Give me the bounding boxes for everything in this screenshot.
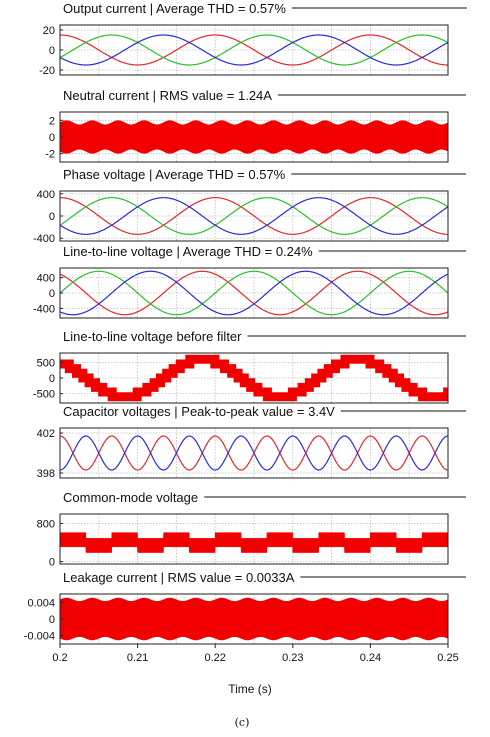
y-tick-label: 402 — [37, 428, 55, 440]
series-staircase — [60, 354, 448, 402]
panel-5: Line-to-line voltage before filter 500 0 -5… — [33, 329, 466, 404]
panel-7: Common-mode voltage 800 0 — [37, 490, 466, 569]
y-tick-label: -20 — [39, 65, 55, 77]
x-tick-label: 0.21 — [127, 652, 148, 664]
y-tick-label: -0.004 — [24, 631, 55, 643]
series-band — [60, 120, 448, 154]
y-tick-label: -500 — [33, 389, 55, 401]
y-tick-label: 0.004 — [27, 597, 55, 609]
y-tick-label: -2 — [45, 149, 55, 161]
panel-title: Capacitor voltages | Peak-to-peak value … — [63, 404, 335, 419]
series-band — [60, 597, 448, 641]
series-line-1 — [60, 197, 448, 235]
panel-6: Capacitor voltages | Peak-to-peak value … — [37, 404, 466, 480]
y-tick-label: 0 — [49, 45, 55, 57]
series-line-1 — [60, 34, 448, 66]
panel-title: Common-mode voltage — [63, 490, 198, 505]
series-line-2 — [60, 34, 448, 66]
panel-1: Output current | Average THD = 0.57% 20 0 -… — [39, 1, 467, 77]
y-tick-label: 0 — [49, 557, 55, 569]
plot-frame — [59, 427, 449, 479]
y-tick-label: 0 — [49, 211, 55, 223]
x-tick-label: 0.24 — [360, 652, 381, 664]
y-tick-label: 400 — [37, 189, 55, 201]
series-line-2 — [60, 197, 448, 235]
y-tick-label: 0 — [49, 373, 55, 385]
x-tick-label: 0.2 — [52, 652, 67, 664]
series-line-2 — [60, 435, 448, 471]
y-tick-label: 2 — [49, 115, 55, 127]
panel-title: Output current | Average THD = 0.57% — [63, 1, 286, 16]
y-tick-label: 0 — [49, 614, 55, 626]
figure-caption: (c) — [235, 716, 250, 729]
x-tick-label: 0.22 — [204, 652, 225, 664]
grid — [60, 353, 448, 403]
series-band — [60, 532, 448, 553]
panel-3: Phase voltage | Average THD = 0.57% 400 0 -… — [33, 167, 466, 245]
series-line-3 — [60, 270, 448, 316]
chart-panels: Output current | Average THD = 0.57%200-… — [24, 1, 467, 645]
y-tick-label: -400 — [33, 303, 55, 315]
y-tick-label: 0 — [49, 132, 55, 144]
panel-title: Line-to-line voltage | Average THD = 0.2… — [63, 244, 313, 259]
series-line-3 — [60, 34, 448, 66]
y-tick-label: 800 — [37, 519, 55, 531]
y-tick-label: -400 — [33, 233, 55, 245]
panel-title: Leakage current | RMS value = 0.0033A — [63, 570, 295, 585]
x-tick-label: 0.25 — [437, 652, 458, 664]
panel-2: Neutral current | RMS value = 1.24A 2 0 -2 — [45, 88, 466, 163]
y-tick-label: 500 — [37, 357, 55, 369]
x-tick-label: 0.23 — [282, 652, 303, 664]
series-line-3 — [60, 197, 448, 235]
panel-title: Line-to-line voltage before filter — [63, 329, 242, 344]
panel-4: Line-to-line voltage | Average THD = 0.2… — [33, 244, 466, 319]
y-tick-label: 0 — [49, 288, 55, 300]
x-axis: 0.2 0.21 0.22 0.23 0.24 0.25 — [52, 644, 459, 664]
grid — [60, 268, 448, 318]
x-axis-title: Time (s) — [228, 682, 272, 696]
y-tick-label: 400 — [37, 273, 55, 285]
panel-8: Leakage current | RMS value = 0.0033A 0.0… — [24, 570, 466, 645]
panel-title: Phase voltage | Average THD = 0.57% — [63, 167, 286, 182]
panel-title: Neutral current | RMS value = 1.24A — [63, 88, 272, 103]
y-tick-label: 20 — [43, 25, 55, 37]
y-tick-label: 398 — [37, 468, 55, 480]
plot-frame — [59, 513, 449, 565]
